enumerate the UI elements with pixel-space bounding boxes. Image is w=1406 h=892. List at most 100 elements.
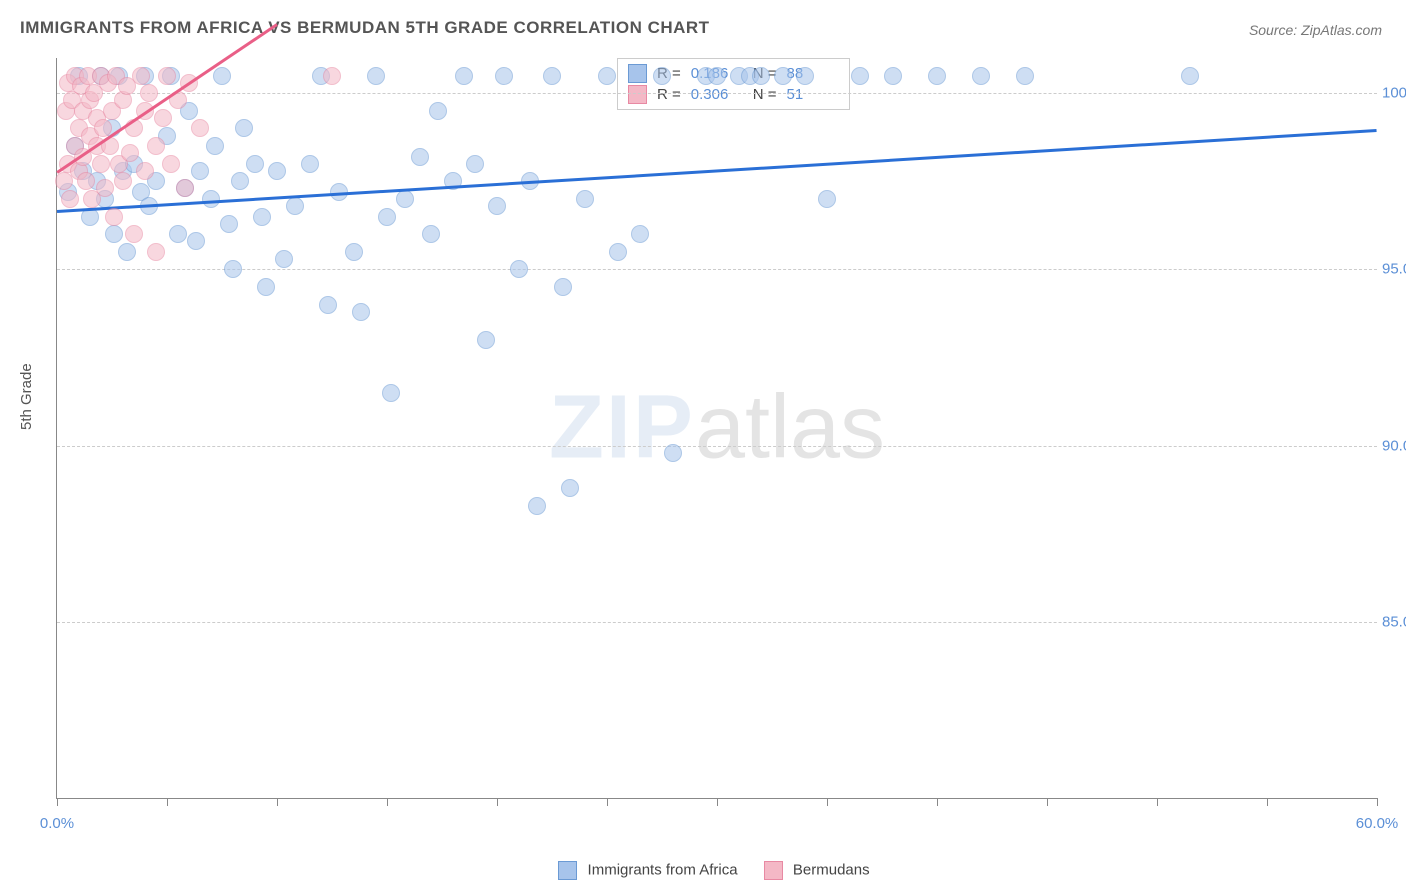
- x-tick: [827, 798, 828, 806]
- data-point: [162, 155, 180, 173]
- data-point: [257, 278, 275, 296]
- data-point: [818, 190, 836, 208]
- x-tick-label: 0.0%: [40, 815, 74, 832]
- data-point: [268, 162, 286, 180]
- data-point: [154, 109, 172, 127]
- data-point: [576, 190, 594, 208]
- data-point: [147, 243, 165, 261]
- data-point: [653, 67, 671, 85]
- data-point: [664, 444, 682, 462]
- data-point: [466, 155, 484, 173]
- data-point: [543, 67, 561, 85]
- data-point: [752, 67, 770, 85]
- data-point: [1016, 67, 1034, 85]
- data-point: [367, 67, 385, 85]
- data-point: [301, 155, 319, 173]
- stat-r-label: R =: [657, 86, 681, 103]
- stats-swatch: [628, 64, 647, 83]
- x-tick: [1267, 798, 1268, 806]
- data-point: [125, 225, 143, 243]
- gridline: [57, 93, 1377, 94]
- x-tick: [387, 798, 388, 806]
- y-axis-label: 5th Grade: [18, 363, 35, 430]
- data-point: [187, 232, 205, 250]
- data-point: [561, 479, 579, 497]
- source-attribution: Source: ZipAtlas.com: [1249, 22, 1382, 38]
- data-point: [429, 102, 447, 120]
- x-tick: [57, 798, 58, 806]
- data-point: [378, 208, 396, 226]
- data-point: [396, 190, 414, 208]
- data-point: [136, 162, 154, 180]
- data-point: [286, 197, 304, 215]
- data-point: [382, 384, 400, 402]
- data-point: [928, 67, 946, 85]
- data-point: [213, 67, 231, 85]
- watermark-part2: atlas: [695, 378, 885, 478]
- data-point: [105, 208, 123, 226]
- y-tick-label: 100.0%: [1382, 85, 1406, 102]
- data-point: [796, 67, 814, 85]
- data-point: [169, 225, 187, 243]
- chart-title: IMMIGRANTS FROM AFRICA VS BERMUDAN 5TH G…: [20, 18, 710, 38]
- data-point: [55, 172, 73, 190]
- data-point: [206, 137, 224, 155]
- y-tick-label: 95.0%: [1382, 261, 1406, 278]
- data-point: [495, 67, 513, 85]
- data-point: [1181, 67, 1199, 85]
- y-tick-label: 85.0%: [1382, 613, 1406, 630]
- data-point: [224, 260, 242, 278]
- x-tick: [167, 798, 168, 806]
- data-point: [118, 243, 136, 261]
- data-point: [191, 119, 209, 137]
- data-point: [191, 162, 209, 180]
- data-point: [422, 225, 440, 243]
- data-point: [488, 197, 506, 215]
- data-point: [114, 172, 132, 190]
- data-point: [477, 331, 495, 349]
- data-point: [92, 155, 110, 173]
- data-point: [140, 84, 158, 102]
- watermark-part1: ZIP: [549, 378, 695, 478]
- data-point: [253, 208, 271, 226]
- stat-n-label: N =: [753, 86, 777, 103]
- data-point: [235, 119, 253, 137]
- gridline: [57, 446, 1377, 447]
- gridline: [57, 622, 1377, 623]
- data-point: [411, 148, 429, 166]
- bottom-legend: Immigrants from Africa Bermudans: [0, 861, 1406, 880]
- data-point: [528, 497, 546, 515]
- data-point: [220, 215, 238, 233]
- data-point: [774, 67, 792, 85]
- data-point: [121, 144, 139, 162]
- data-point: [246, 155, 264, 173]
- x-tick: [497, 798, 498, 806]
- data-point: [972, 67, 990, 85]
- data-point: [61, 190, 79, 208]
- plot-area: ZIPatlas R =0.186N =88R =0.306N =51 85.0…: [56, 58, 1377, 799]
- data-point: [132, 67, 150, 85]
- stat-r-value: 0.306: [691, 86, 743, 103]
- data-point: [77, 172, 95, 190]
- data-point: [609, 243, 627, 261]
- data-point: [708, 67, 726, 85]
- data-point: [105, 225, 123, 243]
- legend-label-2: Bermudans: [793, 861, 870, 878]
- x-tick-label: 60.0%: [1356, 815, 1399, 832]
- data-point: [352, 303, 370, 321]
- x-tick: [607, 798, 608, 806]
- gridline: [57, 269, 1377, 270]
- data-point: [176, 179, 194, 197]
- legend-swatch-1: [558, 861, 577, 880]
- data-point: [345, 243, 363, 261]
- data-point: [851, 67, 869, 85]
- data-point: [554, 278, 572, 296]
- data-point: [510, 260, 528, 278]
- data-point: [455, 67, 473, 85]
- stat-n-value: 51: [787, 86, 839, 103]
- data-point: [202, 190, 220, 208]
- data-point: [231, 172, 249, 190]
- legend-swatch-2: [764, 861, 783, 880]
- data-point: [319, 296, 337, 314]
- x-tick: [937, 798, 938, 806]
